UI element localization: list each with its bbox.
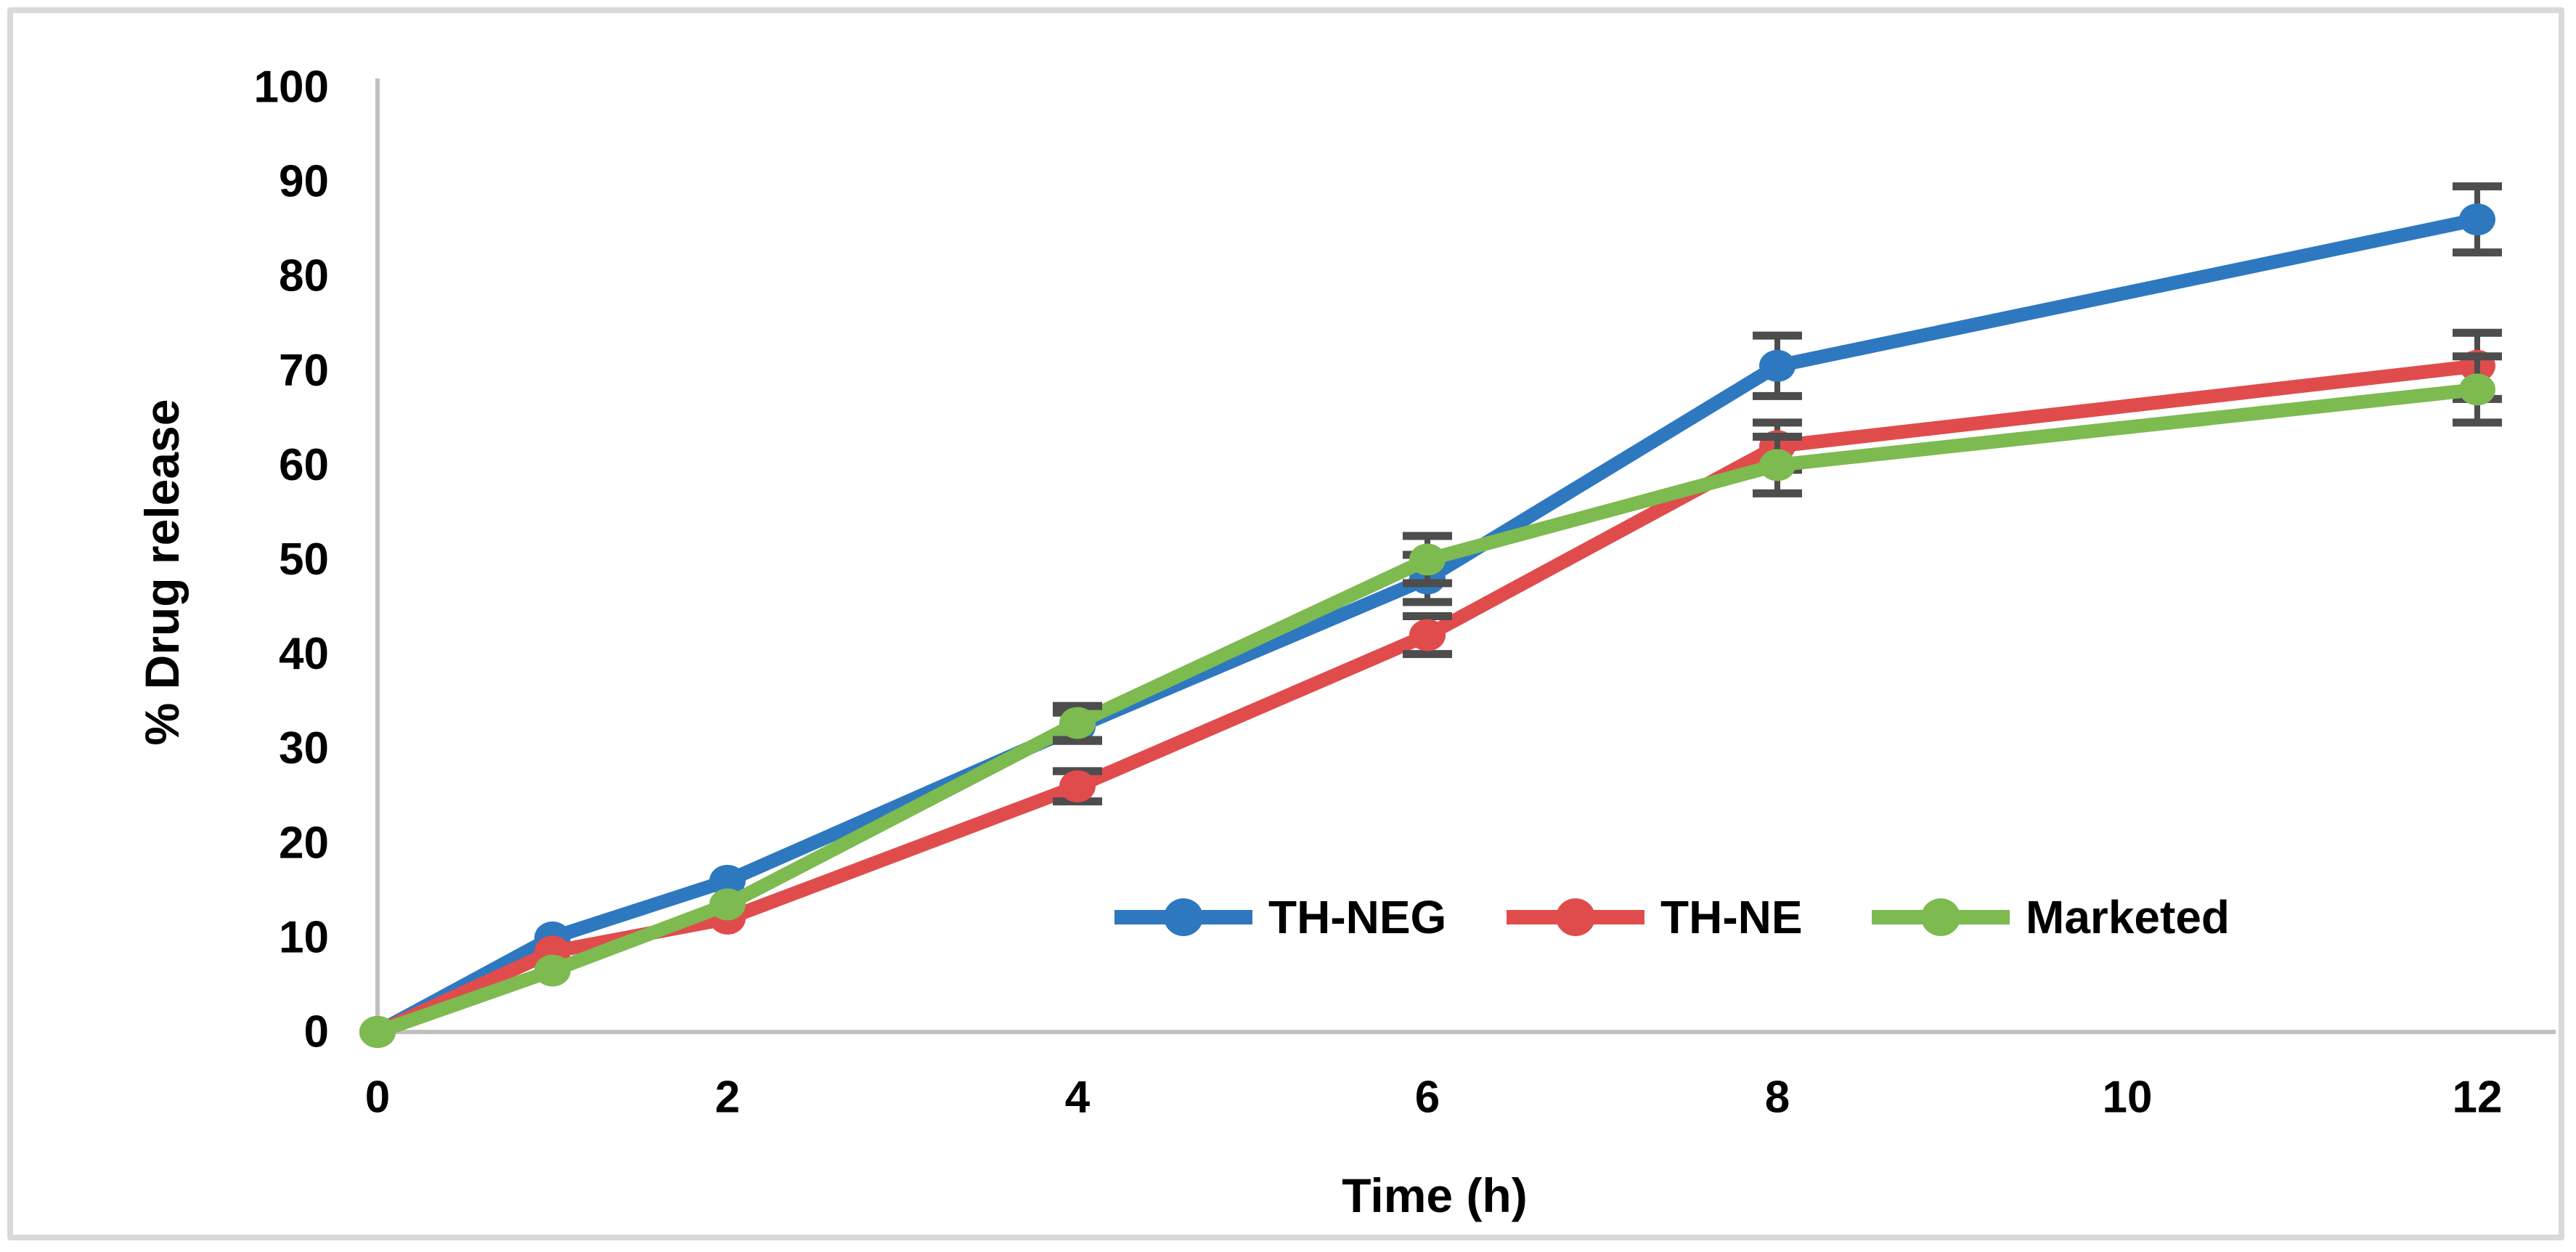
x-tick-label: 0: [365, 1073, 390, 1123]
y-tick-label: 100: [254, 62, 329, 113]
x-tick-label: 10: [2103, 1073, 2153, 1123]
x-axis-title: Time (h): [1342, 1168, 1528, 1222]
legend-label: TH-NE: [1660, 891, 1803, 943]
data-point-Marketed: [2459, 373, 2495, 406]
y-tick-label: 50: [279, 534, 329, 585]
y-tick-label: 0: [304, 1007, 329, 1057]
x-tick-label: 4: [1065, 1073, 1091, 1123]
y-axis-title: % Drug release: [135, 399, 189, 746]
x-tick-label: 2: [715, 1073, 740, 1123]
data-point-TH-NE: [1059, 770, 1096, 802]
y-tick-label: 90: [279, 157, 329, 207]
legend-marker-icon: [1164, 898, 1203, 936]
y-tick-label: 80: [279, 251, 329, 301]
x-tick-label: 8: [1765, 1073, 1790, 1123]
chart-canvas: 0 10 20 30 40 50 60 70 80 90 100 0 2 4 6 8 10 12 TH-NEG TH-…: [254, 62, 2556, 1123]
y-tick-label: 40: [279, 629, 329, 679]
data-point-TH-NEG: [1759, 349, 1796, 382]
y-tick-label: 10: [279, 912, 329, 962]
y-tick-label: 70: [279, 346, 329, 396]
legend-marker-icon: [1921, 898, 1960, 936]
y-tick-label: 20: [279, 818, 329, 868]
data-point-TH-NEG: [709, 864, 746, 897]
data-point-Marketed: [1409, 543, 1446, 576]
legend-label: Marketed: [2026, 891, 2230, 943]
y-tick-label: 30: [279, 723, 329, 773]
legend-marker-icon: [1556, 898, 1595, 936]
legend-label: TH-NEG: [1268, 891, 1446, 943]
figure-frame: 0 10 20 30 40 50 60 70 80 90 100 0 2 4 6 8 10 12 TH-NEG TH-…: [7, 7, 2564, 1240]
data-point-TH-NEG: [2459, 203, 2495, 236]
data-point-Marketed: [359, 1016, 396, 1048]
data-point-Marketed: [1059, 707, 1096, 739]
data-point-Marketed: [1759, 449, 1796, 481]
data-point-Marketed: [534, 954, 571, 987]
data-point-Marketed: [709, 888, 746, 921]
y-tick-label: 60: [279, 440, 329, 490]
x-tick-label: 12: [2453, 1073, 2503, 1123]
x-tick-label: 6: [1415, 1073, 1440, 1123]
data-point-TH-NE: [1409, 619, 1446, 651]
